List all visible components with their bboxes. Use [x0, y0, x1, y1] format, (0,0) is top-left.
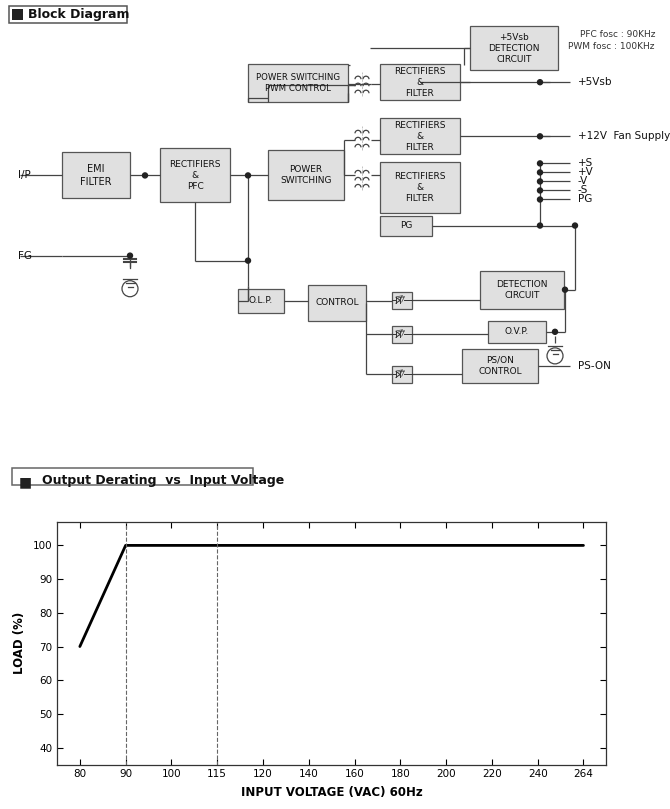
Circle shape — [572, 223, 578, 228]
Text: RECTIFIERS
&
FILTER: RECTIFIERS & FILTER — [394, 121, 446, 152]
Text: PG: PG — [400, 221, 412, 230]
Text: FG: FG — [18, 251, 32, 260]
Circle shape — [537, 223, 543, 228]
Circle shape — [537, 170, 543, 175]
Bar — [392, 366, 412, 383]
Circle shape — [245, 173, 251, 178]
Bar — [308, 285, 366, 321]
Circle shape — [537, 179, 543, 184]
Text: +5Vsb: +5Vsb — [578, 77, 612, 87]
Bar — [488, 321, 546, 343]
Circle shape — [127, 253, 133, 258]
Text: +S: +S — [578, 159, 593, 168]
Bar — [392, 292, 412, 309]
Circle shape — [245, 258, 251, 263]
Text: RECTIFIERS
&
PFC: RECTIFIERS & PFC — [170, 160, 220, 191]
Bar — [380, 215, 432, 235]
Text: PFC fosc : 90KHz: PFC fosc : 90KHz — [580, 30, 655, 39]
Text: DETECTION
CIRCUIT: DETECTION CIRCUIT — [496, 280, 548, 300]
Circle shape — [537, 133, 543, 139]
Text: POWER
SWITCHING: POWER SWITCHING — [280, 165, 332, 185]
Text: -S: -S — [578, 185, 588, 196]
Bar — [268, 150, 344, 201]
Text: -V: -V — [578, 176, 588, 186]
Text: PS/ON
CONTROL: PS/ON CONTROL — [478, 356, 522, 376]
X-axis label: INPUT VOLTAGE (VAC) 60Hz: INPUT VOLTAGE (VAC) 60Hz — [241, 786, 423, 799]
Bar — [470, 26, 558, 70]
Circle shape — [553, 329, 557, 334]
Circle shape — [537, 197, 543, 202]
Y-axis label: LOAD (%): LOAD (%) — [13, 612, 25, 674]
Text: EMI
FILTER: EMI FILTER — [80, 164, 112, 187]
Text: PS-ON: PS-ON — [578, 361, 611, 371]
Text: O.V.P.: O.V.P. — [505, 328, 529, 337]
Circle shape — [537, 188, 543, 193]
Text: Output Derating  vs  Input Voltage: Output Derating vs Input Voltage — [42, 474, 284, 487]
Text: PG: PG — [578, 194, 592, 205]
Bar — [380, 118, 460, 155]
Text: +V: +V — [578, 167, 594, 177]
Text: CONTROL: CONTROL — [315, 299, 359, 307]
Bar — [12, 9, 23, 20]
Bar — [380, 163, 460, 213]
Bar — [462, 349, 538, 383]
Text: POWER SWITCHING
PWM CONTROL: POWER SWITCHING PWM CONTROL — [256, 73, 340, 93]
Text: RECTIFIERS
&
FILTER: RECTIFIERS & FILTER — [394, 172, 446, 203]
Bar — [480, 271, 564, 309]
Bar — [62, 152, 130, 198]
Text: I/P: I/P — [18, 171, 31, 180]
Circle shape — [143, 173, 147, 178]
Text: +12V  Fan Supply: +12V Fan Supply — [578, 131, 670, 142]
Circle shape — [563, 287, 567, 292]
Text: PWM fosc : 100KHz: PWM fosc : 100KHz — [569, 42, 655, 51]
Text: Block Diagram: Block Diagram — [28, 8, 129, 21]
Bar — [392, 326, 412, 343]
Bar — [248, 64, 348, 102]
Text: O.L.P.: O.L.P. — [249, 296, 273, 305]
Bar — [160, 148, 230, 202]
Text: RECTIFIERS
&
FILTER: RECTIFIERS & FILTER — [394, 66, 446, 98]
Text: ■: ■ — [19, 475, 32, 489]
Bar — [9, 6, 127, 23]
Circle shape — [537, 161, 543, 166]
Bar — [238, 289, 284, 313]
Circle shape — [537, 80, 543, 85]
Bar — [380, 64, 460, 100]
Text: +5Vsb
DETECTION
CIRCUIT: +5Vsb DETECTION CIRCUIT — [488, 32, 540, 64]
